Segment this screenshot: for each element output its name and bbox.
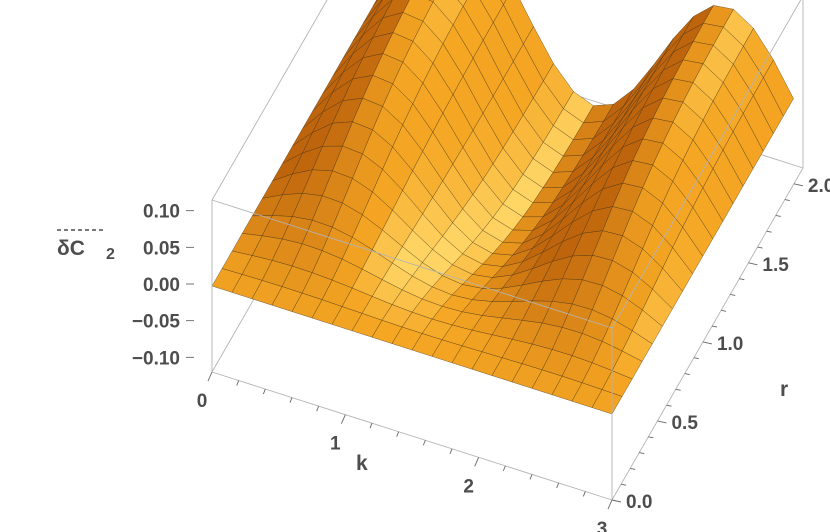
y-tick-mark: [657, 420, 667, 424]
x-minor-tick: [422, 440, 426, 446]
x-tick-mark: [207, 371, 213, 382]
y-minor-tick: [639, 452, 645, 455]
y-minor-tick: [621, 483, 627, 486]
z-axis-label-subscript: 2: [106, 246, 115, 263]
y-minor-tick: [693, 357, 699, 360]
z-tick-label: −0.10: [132, 348, 180, 369]
y-minor-tick: [784, 199, 790, 202]
y-minor-tick: [675, 388, 681, 391]
box-edge-front-top: [211, 199, 613, 329]
z-tick-label: 0.10: [143, 202, 180, 223]
x-tick-mark: [474, 457, 480, 467]
x-minor-tick: [316, 405, 320, 412]
x-tick-label: 1: [330, 434, 341, 455]
y-minor-tick: [730, 294, 736, 296]
x-minor-tick: [289, 397, 293, 403]
x-tick-label: 0: [197, 391, 208, 412]
y-axis-label: r: [780, 378, 788, 401]
y-minor-tick: [666, 404, 672, 407]
y-tick-label: 0.0: [626, 492, 652, 513]
surface-patch: [500, 0, 507, 6]
y-tick-label: 1.5: [762, 255, 789, 276]
y-minor-tick: [775, 214, 781, 217]
x-tick-label: 3: [597, 519, 608, 532]
x-tick-mark: [340, 414, 346, 424]
x-minor-tick: [262, 388, 266, 395]
z-axis-label-main: δC: [57, 237, 85, 260]
tick-labels: 0 1 2 3 0.0 0.5 1.0 1.5 2.0 0.10 0.05 0.00 −0.05 −0.1…: [132, 176, 830, 532]
box-edge-front-bottom: [211, 371, 613, 501]
x-axis-label: k: [356, 452, 368, 475]
bounding-box-front: [211, 0, 804, 501]
y-minor-tick: [766, 230, 772, 233]
z-tick-label: 0.05: [143, 238, 180, 259]
box-edge-back-top-r: [211, 0, 328, 201]
y-minor-tick: [648, 436, 654, 439]
y-tick-mark: [611, 499, 622, 503]
surface-patch: [457, 0, 467, 7]
box-edge-front-top-r: [611, 0, 802, 329]
y-minor-tick: [757, 246, 763, 249]
x-minor-tick: [369, 423, 373, 429]
y-minor-tick: [684, 373, 690, 375]
z-axis-label: δC 2: [57, 229, 115, 263]
x-minor-tick: [449, 448, 453, 454]
x-minor-tick: [236, 380, 240, 386]
surface-mesh: [211, 0, 794, 415]
x-minor-tick: [582, 491, 586, 497]
y-tick-label: 1.0: [717, 334, 743, 355]
y-minor-tick: [630, 467, 636, 470]
x-minor-tick: [556, 482, 560, 489]
y-tick-label: 2.0: [808, 176, 830, 197]
axis-ticks: [186, 183, 804, 510]
x-minor-tick: [396, 431, 400, 437]
y-tick-mark: [702, 341, 713, 345]
y-minor-tick: [739, 278, 745, 281]
y-minor-tick: [721, 309, 727, 312]
surface-patch: [591, 389, 623, 415]
z-tick-label: 0.00: [143, 275, 180, 296]
y-tick-mark: [748, 262, 758, 266]
y-minor-tick: [711, 325, 718, 328]
x-tick-label: 2: [463, 476, 474, 497]
x-minor-tick: [502, 465, 506, 472]
x-minor-tick: [529, 474, 533, 480]
y-tick-label: 0.5: [671, 413, 698, 434]
z-tick-label: −0.05: [132, 312, 181, 333]
y-tick-mark: [793, 183, 804, 187]
x-tick-mark: [607, 499, 613, 510]
box-edge-right-bottom: [611, 167, 804, 501]
